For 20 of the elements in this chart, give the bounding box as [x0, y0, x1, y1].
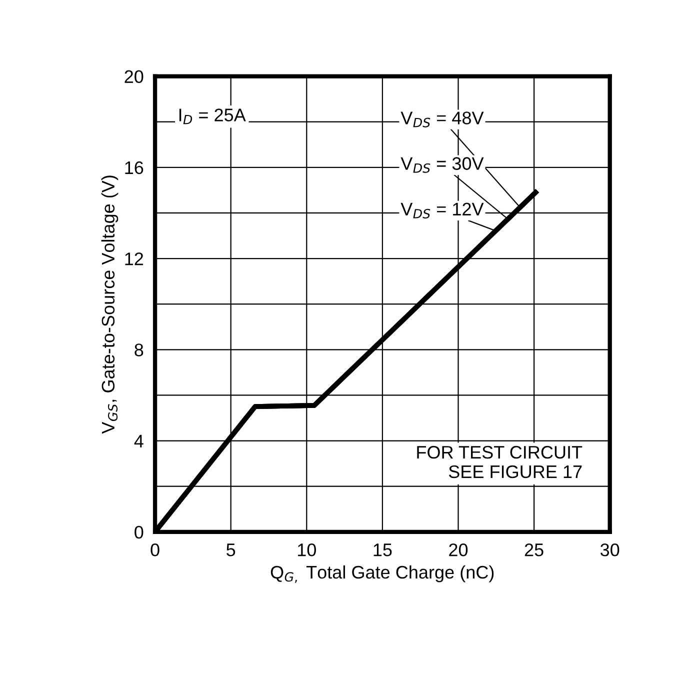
text: V$_{DS}$ = 48V: [400, 112, 484, 128]
y-tick-label: 4: [134, 434, 144, 448]
y-tick-label: 0: [134, 526, 144, 539]
text: V$_{DS}$ = 30V: [400, 157, 484, 173]
y-tick-label: 8: [134, 344, 144, 356]
x-tick-label: 0: [150, 543, 160, 556]
series-label: V$_{DS}$ = 12V: [400, 202, 484, 218]
x-tick-label: 15: [374, 544, 392, 556]
y-tick-label: 16: [125, 161, 144, 174]
annotation: FOR TEST CIRCUIT SEE FIGURE 17: [417, 446, 582, 478]
y-axis-title: V$_{GS}$, Gate-to-Source Voltage (V): [101, 176, 118, 434]
x-tick-label: 10: [298, 543, 316, 556]
x-tick-label: 30: [600, 543, 620, 556]
x-tick-label: 5: [226, 544, 236, 556]
y-tick-label: 12: [125, 252, 144, 266]
x-axis-title: Q$_{G,}$ Total Gate Charge (nC): [270, 565, 494, 583]
y-tick-label: 20: [124, 70, 144, 83]
x-tick-label: 25: [524, 543, 544, 556]
annotation: I$_{D}$ = 25A: [179, 108, 246, 124]
x-tick-label: 20: [449, 543, 468, 556]
